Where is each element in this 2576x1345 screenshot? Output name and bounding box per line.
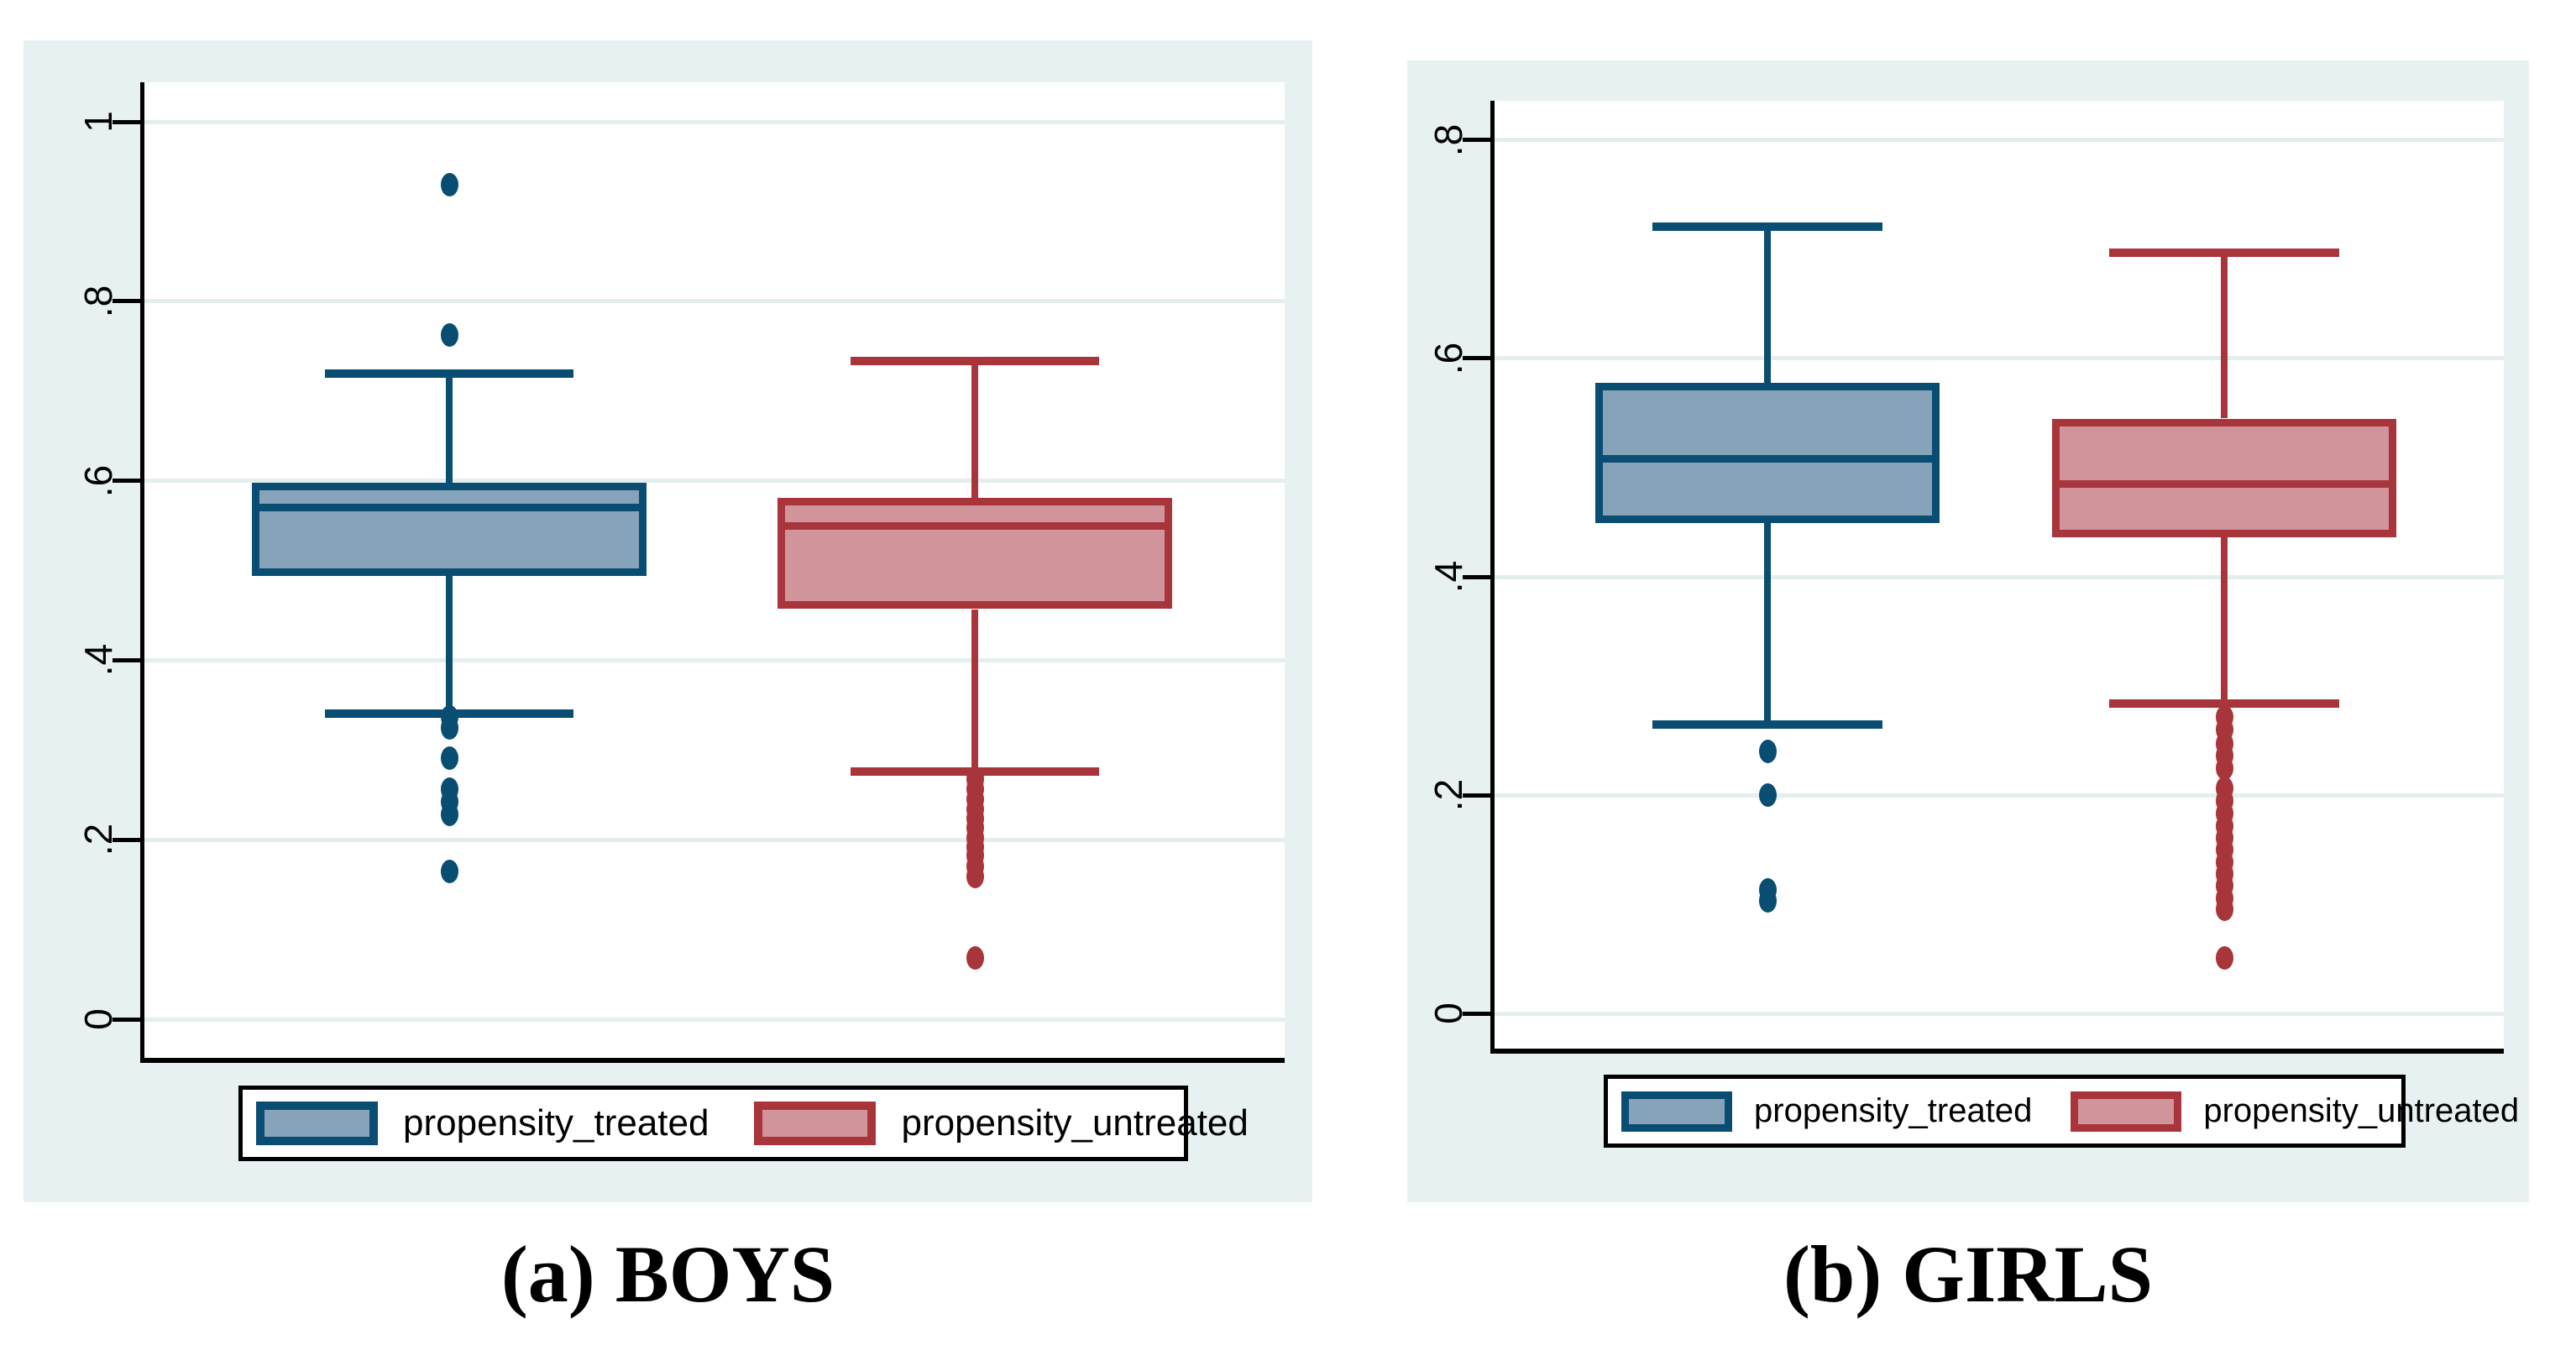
legend-item-untreated: propensity_untreated xyxy=(2071,1091,2519,1132)
whisker-treated xyxy=(446,575,453,714)
girls-plot-area: 0 .2 .4 .6 .8 xyxy=(1427,101,2504,1054)
axis-tick xyxy=(113,299,140,304)
outlier-dot-treated xyxy=(440,323,458,348)
girls-legend: propensity_treated propensity_untreated xyxy=(1604,1075,2519,1148)
y-axis-tick-label: 0 xyxy=(76,1008,120,1030)
untreated-swatch-icon xyxy=(754,1102,877,1145)
median-untreated xyxy=(778,521,1172,530)
whisker-untreated xyxy=(2221,252,2228,419)
legend-label-untreated: propensity_untreated xyxy=(2203,1092,2520,1129)
y-axis-tick-label: .6 xyxy=(76,464,120,497)
gridline xyxy=(144,299,1285,304)
gridline xyxy=(144,657,1285,662)
boys-plot-area: 0 .2 .4 .6 .8 1 xyxy=(76,82,1285,1063)
y-axis-tick-label: .4 xyxy=(76,644,120,677)
axis-tick xyxy=(1463,1011,1490,1016)
legend-label-treated: propensity_treated xyxy=(403,1102,709,1144)
y-axis-tick-label: .8 xyxy=(76,285,120,318)
gridline xyxy=(1495,1011,2504,1016)
outlier-dot-treated xyxy=(440,746,458,770)
gridline xyxy=(1495,356,2504,361)
y-axis-tick-label: 1 xyxy=(76,111,120,133)
legend-item-treated: propensity_treated xyxy=(1621,1091,2032,1132)
untreated-swatch-icon xyxy=(2071,1091,2182,1132)
outlier-dot-untreated xyxy=(966,946,984,971)
legend-label-untreated: propensity_untreated xyxy=(901,1102,1249,1144)
treated-swatch-icon xyxy=(1621,1091,1732,1132)
gridline xyxy=(1495,574,2504,579)
whisker-untreated xyxy=(2221,537,2228,704)
outlier-dot-untreated xyxy=(966,865,984,889)
treated-swatch-icon xyxy=(256,1102,378,1145)
axis-tick xyxy=(1463,138,1490,143)
whisker-treated xyxy=(446,374,453,483)
outlier-dot-treated xyxy=(1758,740,1777,764)
whisker-cap-untreated xyxy=(2109,248,2339,257)
gridline xyxy=(144,1017,1285,1022)
whisker-cap-untreated xyxy=(851,357,1099,366)
caption-girls: (b) GIRLS xyxy=(1783,1229,2154,1319)
outlier-dot-untreated xyxy=(2215,756,2233,780)
girls-panel: 0 .2 .4 .6 .8 propensity_treated propensity_… xyxy=(1407,60,2529,1202)
box-treated xyxy=(1595,382,1940,524)
gridline xyxy=(144,837,1285,842)
y-axis-tick-label: .2 xyxy=(76,824,120,856)
y-axis-tick-label: .8 xyxy=(1427,123,1470,156)
outlier-dot-untreated xyxy=(2215,897,2233,921)
legend-item-untreated: propensity_untreated xyxy=(754,1102,1249,1145)
outlier-dot-untreated xyxy=(2215,946,2233,971)
boys-panel: 0 .2 .4 .6 .8 1 propensity_treated propensity… xyxy=(24,40,1312,1202)
axis-tick xyxy=(1463,574,1490,579)
median-untreated xyxy=(2052,480,2396,489)
whisker-untreated xyxy=(971,609,978,772)
gridline xyxy=(144,479,1285,484)
y-axis-tick-label: .2 xyxy=(1427,779,1470,812)
whisker-treated xyxy=(1764,523,1771,725)
whisker-cap-treated xyxy=(1652,720,1882,729)
box-untreated xyxy=(2052,418,2396,538)
y-axis-tick-label: .4 xyxy=(1427,560,1470,594)
axis-tick xyxy=(113,657,140,662)
outlier-dot-treated xyxy=(1758,783,1777,808)
axis-tick xyxy=(1463,356,1490,361)
whisker-cap-treated xyxy=(1652,222,1882,231)
boys-legend: propensity_treated propensity_untreated xyxy=(238,1086,1249,1161)
box-treated xyxy=(252,482,647,576)
y-axis-tick-label: .6 xyxy=(1427,342,1470,375)
outlier-dot-treated xyxy=(440,172,458,196)
outlier-dot-treated xyxy=(440,859,458,883)
outlier-dot-treated xyxy=(440,715,458,740)
median-treated xyxy=(1595,455,1940,463)
axis-tick xyxy=(113,1017,140,1022)
caption-boys: (a) BOYS xyxy=(500,1229,835,1319)
whisker-untreated xyxy=(971,361,978,498)
axis-tick xyxy=(113,837,140,842)
gridline xyxy=(1495,138,2504,143)
axis-tick xyxy=(113,479,140,484)
legend-item-treated: propensity_treated xyxy=(256,1102,709,1145)
axis-tick xyxy=(1463,793,1490,798)
median-treated xyxy=(252,504,647,512)
legend-label-treated: propensity_treated xyxy=(1754,1092,2033,1129)
outlier-dot-treated xyxy=(1758,889,1777,913)
box-untreated xyxy=(778,497,1172,610)
gridline xyxy=(144,119,1285,124)
whisker-cap-treated xyxy=(325,369,573,379)
gridline xyxy=(1495,793,2504,798)
axis-tick xyxy=(113,119,140,124)
whisker-treated xyxy=(1764,226,1771,383)
outlier-dot-treated xyxy=(440,803,458,827)
whisker-cap-untreated xyxy=(2109,699,2339,708)
y-axis-tick-label: 0 xyxy=(1427,1002,1470,1025)
